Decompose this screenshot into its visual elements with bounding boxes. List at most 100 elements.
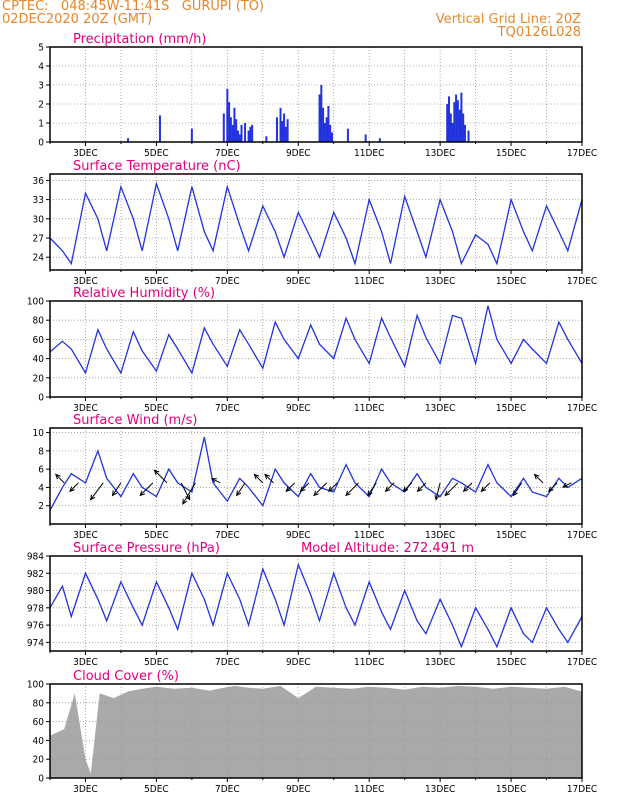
wind-arrow-shaft (139, 482, 154, 496)
precip-bar (233, 107, 236, 142)
precip-bar (320, 85, 323, 142)
wind-arrow (480, 482, 491, 493)
y-tick-label: 974 (27, 638, 44, 649)
precip-bar (463, 124, 466, 142)
wind-arrow-shaft (534, 474, 544, 484)
panel-wind: 2 4 6 8 10 3DEC 5DEC 7DEC 9DEC 11DEC 13DEC 15DEC 17D… (33, 413, 598, 541)
precip-bar (286, 119, 289, 142)
y-tick-label: 60 (33, 717, 45, 728)
y-tick-label: 10 (33, 428, 45, 439)
y-tick-label: 4 (38, 483, 44, 494)
x-tick-label: 17DEC (567, 148, 597, 159)
wind-arrow-shaft (285, 482, 296, 492)
wind-arrow (512, 482, 523, 497)
x-tick-label: 11DEC (354, 784, 384, 795)
x-tick-label: 15DEC (496, 784, 526, 795)
x-tick-label: 5DEC (144, 784, 169, 795)
y-tick-label: 20 (33, 373, 45, 384)
wind-arrow-shaft (417, 482, 427, 492)
wind-arrow-shaft (548, 482, 558, 492)
precip-bar (378, 138, 381, 142)
wind-arrow (444, 482, 459, 497)
x-tick-label: 15DEC (496, 148, 526, 159)
precip-bar (281, 121, 284, 142)
y-tick-label: 80 (33, 698, 45, 709)
wind-arrow-head (367, 490, 373, 497)
y-tick-label: 100 (27, 680, 44, 691)
header-datetime: 02DEC2020 20Z (GMT) (2, 12, 153, 27)
wind-arrow (328, 482, 338, 493)
y-tick-label: 40 (33, 354, 45, 365)
x-tick-label: 9DEC (286, 657, 311, 668)
precip-bar (449, 113, 452, 142)
wind-arrow (111, 482, 122, 497)
x-tick-label: 5DEC (144, 530, 169, 541)
x-tick-label: 9DEC (286, 276, 311, 287)
x-tick-label: 13DEC (425, 276, 455, 287)
precip-bar (283, 113, 286, 142)
panel-frame (49, 555, 583, 652)
precip-bar (240, 124, 243, 142)
x-tick-label: 3DEC (73, 784, 98, 795)
y-tick-label: 80 (33, 316, 45, 327)
wind-arrow-head (69, 486, 75, 493)
x-tick-label: 7DEC (215, 784, 240, 795)
precip-bar (265, 136, 268, 142)
x-tick-label: 15DEC (496, 657, 526, 668)
wind-arrow (313, 482, 327, 497)
wind-arrow (153, 469, 168, 484)
wind-arrow-head (253, 473, 260, 480)
wind-arrow-head (345, 490, 351, 497)
wind-arrow-head (434, 494, 440, 501)
wind-arrow (69, 482, 79, 493)
wind-arrow-shaft (112, 482, 122, 496)
wind-arrow-head (462, 486, 469, 493)
panel-title: Cloud Cover (%) (73, 669, 179, 684)
wind-arrow-head (182, 498, 188, 505)
wind-arrow (561, 482, 572, 488)
x-tick-label: 3DEC (73, 148, 98, 159)
wind-arrow-shaft (562, 482, 572, 488)
wind-arrow (236, 482, 246, 497)
wind-arrow-shaft (385, 482, 395, 492)
wind-arrow (533, 473, 544, 484)
y-tick-label: 30 (33, 214, 45, 225)
precip-bar (231, 124, 234, 142)
wind-arrow (264, 473, 274, 484)
wind-arrow-head (264, 473, 270, 480)
y-tick-label: 8 (38, 446, 44, 457)
precip-bar (244, 123, 247, 142)
y-tick-label: 978 (27, 603, 44, 614)
wind-arrow-shaft (180, 482, 191, 500)
wind-arrow-shaft (69, 482, 79, 492)
panel-precip: 0 1 2 3 4 5 3DEC 5DEC 7DEC 9DEC 11DEC 13DEC 15DEC 17D… (38, 32, 597, 159)
wind-arrow-shaft (90, 482, 104, 500)
wind-arrow (180, 482, 191, 501)
wind-arrow-head (285, 486, 292, 493)
precip-bar (446, 104, 449, 142)
precip-bar (158, 115, 161, 142)
x-tick-label: 7DEC (215, 657, 240, 668)
wind-arrow-shaft (211, 478, 221, 484)
panel-frame (49, 683, 583, 779)
precip-bar (462, 113, 465, 142)
x-tick-label: 9DEC (286, 530, 311, 541)
x-tick-label: 9DEC (286, 148, 311, 159)
y-tick-label: 6 (38, 465, 44, 476)
precip-bar (249, 126, 252, 142)
panel-title: Relative Humidity (%) (73, 286, 215, 301)
wind-arrow (345, 482, 359, 497)
y-tick-label: 40 (33, 736, 45, 747)
precip-bar (323, 123, 326, 142)
precip-bar (329, 124, 332, 142)
header-station: CPTEC: 048:45W-11:41S GURUPI (TO) (2, 0, 265, 14)
wind-arrow (54, 473, 65, 484)
precip-bar (222, 113, 225, 142)
x-tick-label: 11DEC (354, 403, 384, 414)
wind-arrow (89, 482, 104, 501)
panel-rh: 0 20 40 60 80 100 3DEC 5DEC 7DEC 9DEC 11DEC 13DEC 15… (27, 286, 597, 414)
precip-bar (330, 132, 333, 142)
wind-arrow-shaft (435, 482, 441, 500)
y-tick-label: 2 (38, 100, 44, 111)
